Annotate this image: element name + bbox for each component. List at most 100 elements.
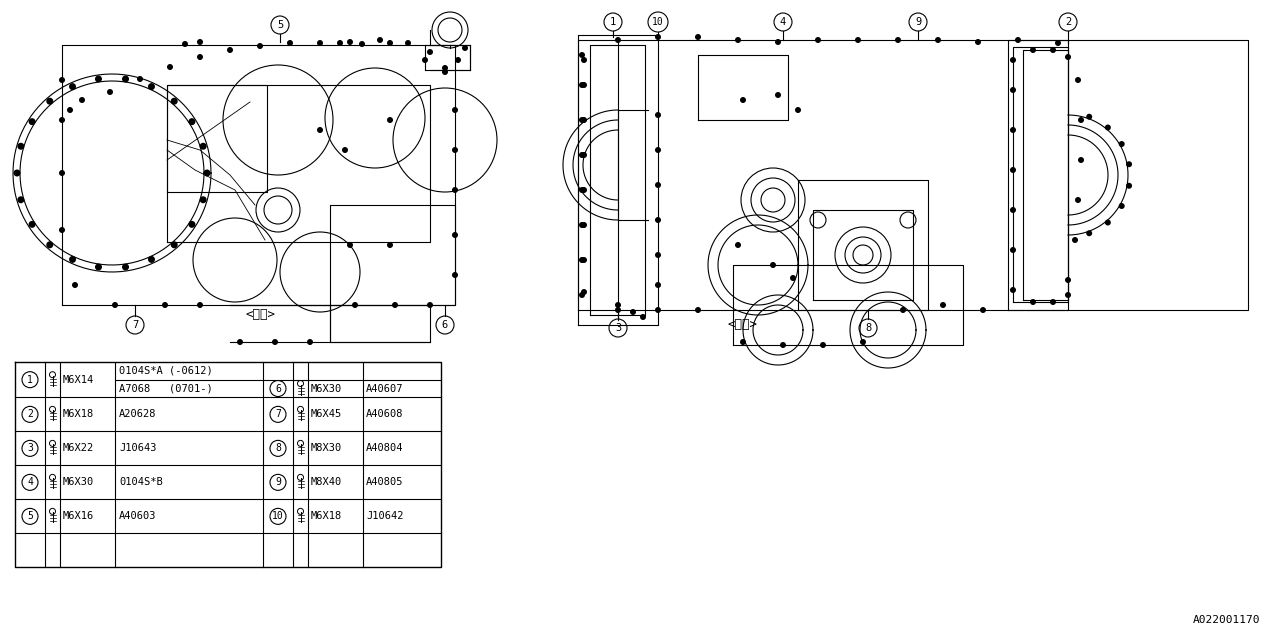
Circle shape: [1078, 157, 1084, 163]
Circle shape: [46, 241, 54, 248]
Text: 9: 9: [275, 477, 280, 488]
Circle shape: [1078, 117, 1084, 123]
Circle shape: [297, 406, 303, 412]
Circle shape: [655, 147, 660, 153]
Circle shape: [95, 76, 102, 83]
Text: 10: 10: [273, 511, 284, 522]
Text: M6X22: M6X22: [63, 444, 95, 453]
Circle shape: [188, 221, 196, 228]
Circle shape: [257, 43, 262, 49]
Circle shape: [392, 302, 398, 308]
Circle shape: [579, 82, 585, 88]
Circle shape: [735, 242, 741, 248]
Circle shape: [581, 57, 588, 63]
Circle shape: [614, 37, 621, 43]
Circle shape: [1087, 114, 1092, 120]
Circle shape: [59, 117, 65, 123]
Circle shape: [1073, 237, 1078, 243]
Circle shape: [237, 339, 243, 345]
Text: 2: 2: [1065, 17, 1071, 27]
Circle shape: [579, 222, 585, 228]
Circle shape: [579, 52, 585, 58]
Text: M6X30: M6X30: [311, 383, 342, 394]
Circle shape: [454, 57, 461, 63]
Circle shape: [1015, 37, 1021, 43]
Circle shape: [22, 372, 38, 388]
Text: 10: 10: [652, 17, 664, 27]
Circle shape: [630, 309, 636, 315]
Circle shape: [188, 118, 196, 125]
Circle shape: [163, 302, 168, 308]
Circle shape: [122, 264, 129, 271]
Circle shape: [59, 77, 65, 83]
Circle shape: [387, 242, 393, 248]
Circle shape: [59, 170, 65, 176]
Circle shape: [1059, 13, 1076, 31]
Text: 5: 5: [276, 20, 283, 30]
Circle shape: [1065, 54, 1071, 60]
Circle shape: [934, 37, 941, 43]
Text: J10642: J10642: [366, 511, 403, 522]
Circle shape: [387, 40, 393, 46]
Circle shape: [780, 342, 786, 348]
Circle shape: [648, 12, 668, 32]
Circle shape: [358, 41, 365, 47]
Circle shape: [148, 256, 155, 263]
Circle shape: [200, 196, 206, 204]
Text: 8: 8: [275, 444, 280, 453]
Circle shape: [940, 302, 946, 308]
Circle shape: [1087, 230, 1092, 236]
Circle shape: [270, 406, 285, 422]
Circle shape: [452, 147, 458, 153]
Circle shape: [442, 69, 448, 75]
Circle shape: [581, 289, 588, 295]
Circle shape: [1126, 161, 1132, 167]
Circle shape: [197, 39, 204, 45]
Circle shape: [609, 319, 627, 337]
Circle shape: [581, 257, 588, 263]
Text: 8: 8: [865, 323, 872, 333]
Circle shape: [1010, 247, 1016, 253]
Circle shape: [270, 474, 285, 490]
Circle shape: [297, 381, 303, 387]
Circle shape: [1030, 47, 1036, 53]
Circle shape: [640, 314, 646, 320]
Circle shape: [69, 256, 76, 263]
Circle shape: [795, 107, 801, 113]
Text: 6: 6: [275, 383, 280, 394]
Circle shape: [347, 242, 353, 248]
Circle shape: [18, 143, 24, 150]
Circle shape: [428, 302, 433, 308]
Circle shape: [581, 152, 588, 158]
Circle shape: [462, 45, 468, 51]
Circle shape: [270, 440, 285, 456]
Circle shape: [170, 98, 178, 105]
Circle shape: [655, 112, 660, 118]
Circle shape: [1010, 167, 1016, 173]
Circle shape: [422, 57, 428, 63]
Circle shape: [317, 40, 323, 46]
Text: 1: 1: [609, 17, 616, 27]
Circle shape: [122, 76, 129, 83]
Text: 9: 9: [915, 17, 922, 27]
Circle shape: [204, 170, 210, 177]
Circle shape: [50, 508, 55, 515]
Circle shape: [317, 127, 323, 133]
Circle shape: [452, 272, 458, 278]
Circle shape: [774, 13, 792, 31]
Circle shape: [655, 182, 660, 188]
Circle shape: [614, 307, 621, 313]
Circle shape: [197, 302, 204, 308]
Circle shape: [895, 37, 901, 43]
Circle shape: [337, 40, 343, 46]
Text: 5: 5: [27, 511, 33, 522]
Circle shape: [170, 241, 178, 248]
Circle shape: [1010, 87, 1016, 93]
Circle shape: [581, 117, 588, 123]
Text: A20628: A20628: [119, 410, 156, 419]
Circle shape: [980, 307, 986, 313]
Circle shape: [297, 440, 303, 446]
Circle shape: [428, 49, 433, 55]
Circle shape: [1065, 292, 1071, 298]
Circle shape: [387, 117, 393, 123]
